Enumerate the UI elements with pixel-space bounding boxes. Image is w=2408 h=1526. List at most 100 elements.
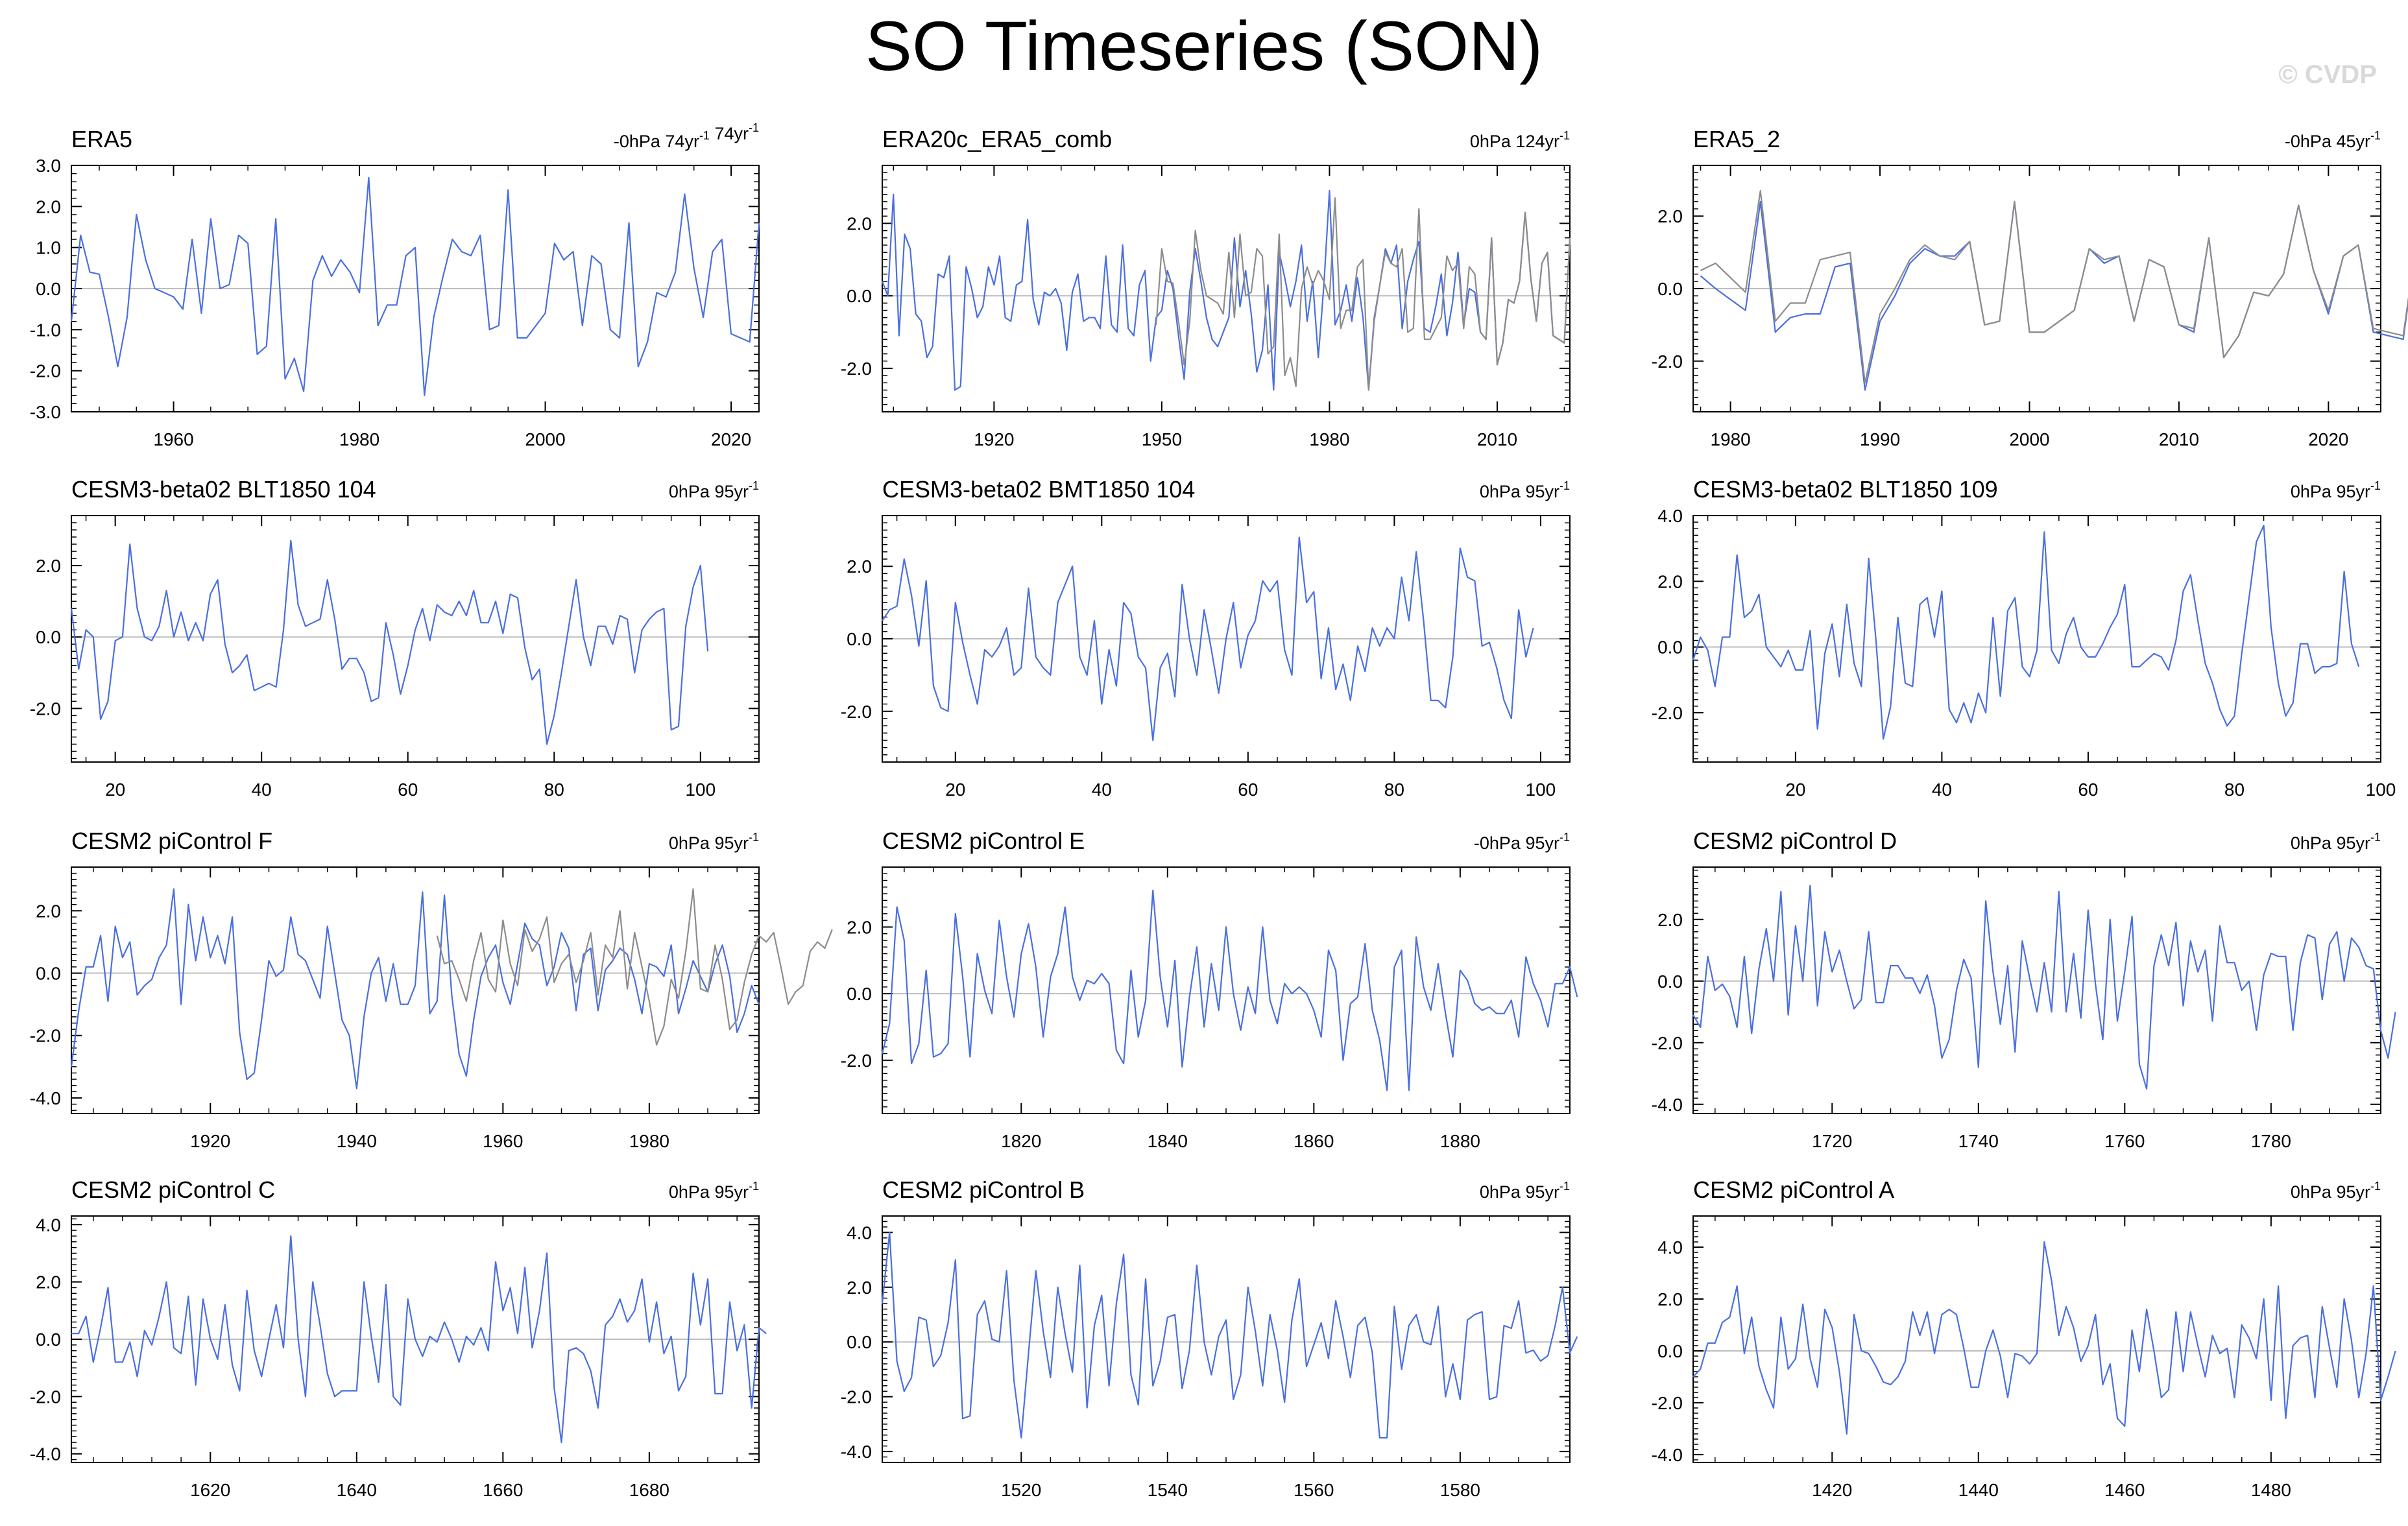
x-tick-label: 2020 xyxy=(2308,429,2348,449)
y-tick-label: 2.0 xyxy=(36,901,61,921)
series-line xyxy=(71,1235,767,1444)
series-line xyxy=(70,540,709,745)
trend-exponent: -1 xyxy=(1559,129,1570,142)
panel-trend-label: 0hPa 95yr-1 xyxy=(1480,479,1570,501)
panel-title: CESM2 piControl D xyxy=(1693,828,1897,854)
x-tick-label: 40 xyxy=(1092,780,1112,800)
trend-text: 0hPa 95yr xyxy=(2291,833,2370,853)
x-tick-label: 1780 xyxy=(2251,1131,2291,1151)
y-tick-label: -2.0 xyxy=(841,1051,872,1071)
trend-exponent: -1 xyxy=(1559,479,1570,492)
x-tick-label: 2000 xyxy=(525,429,565,449)
x-tick-label: 1720 xyxy=(1812,1131,1852,1151)
y-tick-label: 0.0 xyxy=(36,964,61,984)
x-tick-label: 80 xyxy=(2224,780,2245,800)
plot-frame xyxy=(882,1215,1571,1463)
panel-trend-label: 0hPa 95yr-1 xyxy=(669,1180,759,1202)
x-tick-label: 100 xyxy=(2366,780,2396,800)
panel-11: CESM2 piControl B 0hPa 95yr-1 -4.0 -2.0 0.0 2… xyxy=(841,1176,1578,1500)
x-tick-label: 1840 xyxy=(1148,1131,1188,1151)
x-tick-label: 60 xyxy=(1238,780,1258,800)
x-tick-label: 1990 xyxy=(1860,429,1900,449)
x-tick-label: 1820 xyxy=(1001,1131,1041,1151)
series-line xyxy=(882,536,1534,741)
y-tick-label: -4.0 xyxy=(841,1442,872,1462)
panel-trend-label: 0hPa 124yr-1 xyxy=(1470,129,1570,151)
x-tick-label: 80 xyxy=(1384,780,1404,800)
trend-text: 74yr xyxy=(710,124,749,143)
plot-frame xyxy=(1692,866,2381,1114)
x-tick-label: 1950 xyxy=(1142,429,1182,449)
panel-trend-label: 0hPa 95yr-1 xyxy=(1480,1180,1570,1202)
panel-10: CESM2 piControl C 0hPa 95yr-1 -4.0 -2.0 0.0 2… xyxy=(30,1176,767,1500)
x-tick-label: 1980 xyxy=(1710,429,1750,449)
x-tick-label: 80 xyxy=(544,780,564,800)
trend-text: -0hPa 74yr xyxy=(614,132,699,151)
y-tick-label: -2.0 xyxy=(30,361,61,381)
x-tick-label: 1860 xyxy=(1294,1131,1334,1151)
y-tick-label: -2.0 xyxy=(1652,1393,1683,1413)
plot-frame xyxy=(71,515,760,763)
trend-exponent: -1 xyxy=(749,831,759,844)
y-tick-label: -2.0 xyxy=(841,702,872,722)
panel-title: CESM2 piControl A xyxy=(1693,1176,1894,1203)
panel-trend-label: 0hPa 95yr-1 xyxy=(2291,1180,2381,1202)
trend-text: 0hPa 95yr xyxy=(2291,482,2370,501)
y-tick-label: 0.0 xyxy=(847,629,872,649)
x-tick-label: 1680 xyxy=(629,1480,669,1500)
y-tick-label: -1.0 xyxy=(30,320,61,340)
y-tick-label: 2.0 xyxy=(847,556,872,577)
y-tick-label: 2.0 xyxy=(1657,910,1683,930)
series-line xyxy=(1692,1241,2396,1435)
x-tick-label: 1440 xyxy=(1958,1480,1999,1500)
series-line xyxy=(881,190,1571,391)
y-tick-label: 2.0 xyxy=(36,197,61,217)
x-tick-label: 1980 xyxy=(339,429,379,449)
panel-title: ERA20c_ERA5_comb xyxy=(882,126,1112,152)
panel-title: CESM3-beta02 BLT1850 104 xyxy=(71,476,376,503)
panel-2: ERA20c_ERA5_comb 0hPa 124yr-1 -2.0 0.0 2.0 19… xyxy=(841,126,1571,449)
trend-exponent: -1 xyxy=(1559,831,1570,844)
trend-text: 0hPa 95yr xyxy=(669,1182,749,1202)
x-tick-label: 1640 xyxy=(337,1480,377,1500)
panel-trend-label: 0hPa 95yr-1 xyxy=(669,831,759,853)
panel-title: CESM2 piControl F xyxy=(71,828,272,854)
panel-title: CESM2 piControl C xyxy=(71,1176,275,1203)
x-tick-label: 20 xyxy=(945,780,965,800)
x-tick-label: 1660 xyxy=(483,1480,523,1500)
series-line xyxy=(881,889,1578,1091)
trend-text: 0hPa 95yr xyxy=(1480,482,1559,501)
y-tick-label: 4.0 xyxy=(847,1222,872,1243)
y-tick-label: 0.0 xyxy=(847,984,872,1004)
series-line xyxy=(1692,885,2396,1090)
x-tick-label: 1920 xyxy=(974,429,1014,449)
series-line xyxy=(881,1232,1578,1439)
y-tick-label: 1.0 xyxy=(36,238,61,258)
trend-text: -0hPa 95yr xyxy=(1474,833,1559,853)
trend-text: 0hPa 95yr xyxy=(1480,1182,1559,1202)
x-tick-label: 2010 xyxy=(1477,429,1517,449)
x-tick-label: 60 xyxy=(398,780,418,800)
y-tick-label: 2.0 xyxy=(847,1278,872,1298)
series-line xyxy=(1700,200,2408,391)
trend-exponent: -1 xyxy=(2370,129,2381,142)
y-tick-label: -2.0 xyxy=(30,698,61,719)
y-tick-label: -2.0 xyxy=(30,1026,61,1046)
plot-frame xyxy=(1692,1215,2381,1463)
x-tick-label: 1620 xyxy=(190,1480,230,1500)
y-tick-label: -2.0 xyxy=(841,1387,872,1407)
x-tick-label: 1540 xyxy=(1148,1480,1188,1500)
x-tick-label: 1960 xyxy=(483,1131,523,1151)
series-line xyxy=(1692,525,2360,740)
panel-trend-label: 0hPa 95yr-1 xyxy=(2291,479,2381,501)
panel-title: ERA5 xyxy=(71,126,132,152)
x-tick-label: 1980 xyxy=(629,1131,669,1151)
panel-7: CESM2 piControl F 0hPa 95yr-1 -4.0 -2.0 0.0 2… xyxy=(30,828,833,1151)
y-tick-label: 2.0 xyxy=(36,1272,61,1293)
panel-title: CESM2 piControl E xyxy=(882,828,1085,854)
x-tick-label: 1460 xyxy=(2104,1480,2145,1500)
panel-trend-label: -0hPa 45yr-1 xyxy=(2285,129,2381,151)
x-tick-label: 20 xyxy=(105,780,125,800)
trend-text: 0hPa 95yr xyxy=(2291,1182,2370,1202)
y-tick-label: 2.0 xyxy=(1657,571,1683,591)
